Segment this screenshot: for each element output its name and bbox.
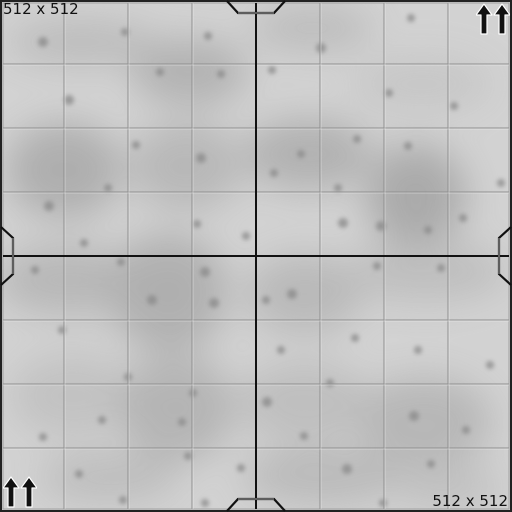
double-up-arrow-icon xyxy=(3,476,37,508)
top-edge-tab-icon xyxy=(226,0,286,15)
dimension-label-top-left: 512 x 512 xyxy=(3,0,79,18)
right-edge-tab-icon xyxy=(497,226,512,286)
double-up-arrow-icon xyxy=(476,3,510,35)
dimension-label-bottom-right: 512 x 512 xyxy=(432,492,508,510)
left-edge-tab-icon xyxy=(0,226,15,286)
bottom-edge-tab-icon xyxy=(226,497,286,512)
